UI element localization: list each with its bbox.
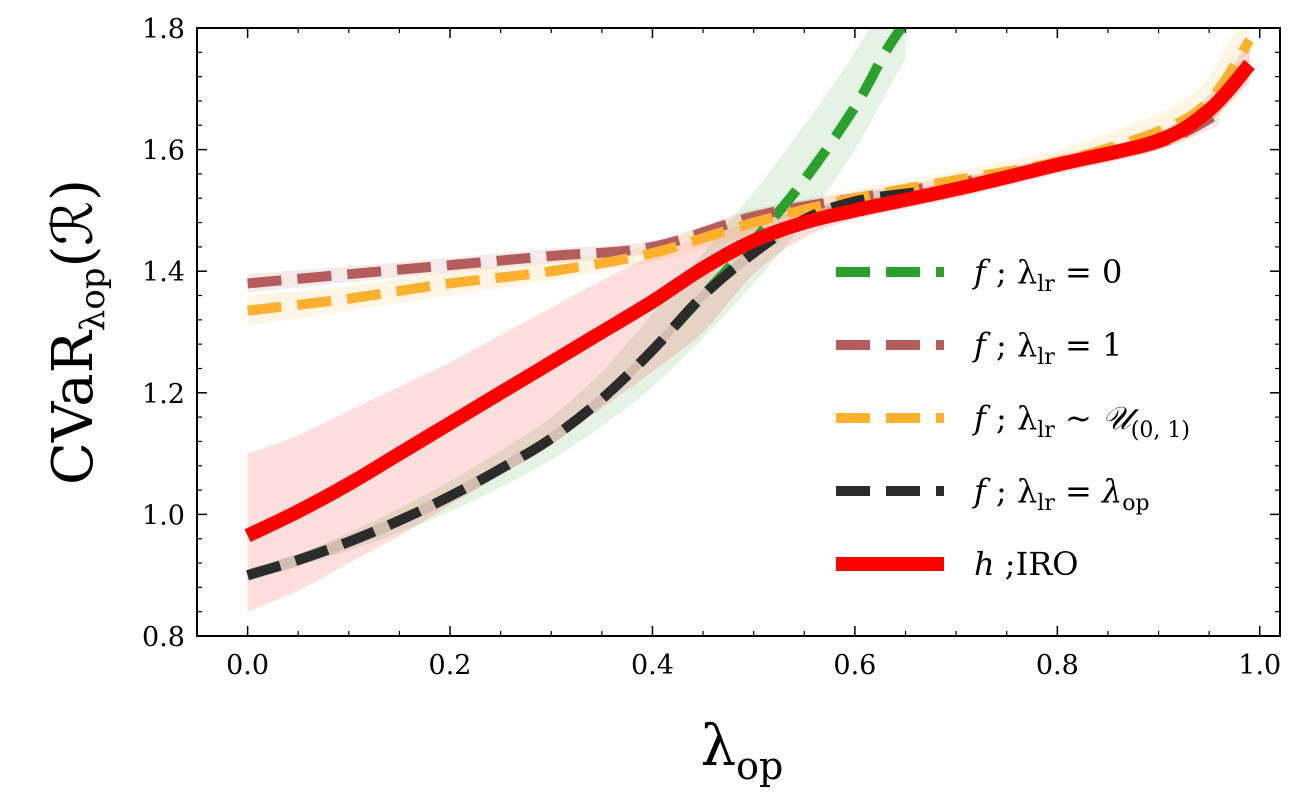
y-tick-label: 1.6 [142, 136, 185, 167]
x-tick-label: 1.0 [1238, 650, 1281, 681]
line-series-1 [247, 108, 1222, 289]
band-series-1 [247, 101, 1220, 293]
y-tick-label: 0.8 [142, 622, 185, 653]
y-tick-label: 1.4 [142, 257, 185, 288]
axis-ticks [196, 27, 1280, 637]
legend: f ; λlr = 0 f ; λlr = 1 f ; λlr ~ 𝒰(0, 1) f… [836, 253, 1190, 583]
x-axis-label: λop [701, 714, 784, 788]
plot-frame [196, 27, 1281, 637]
legend-label-0: f ; λlr = 0 [972, 253, 1122, 297]
series-lines [244, 28, 1255, 580]
legend-label-1: f ; λlr = 1 [972, 326, 1122, 370]
y-tick-label: 1.2 [142, 379, 185, 410]
axis-tick-labels: 0.0 0.2 0.4 0.6 0.8 1.0 0.8 1.0 1.2 1.4 1.6 1.8 [142, 14, 1281, 681]
y-tick-label: 1.8 [142, 14, 185, 45]
legend-label-2: f ; λlr ~ 𝒰(0, 1) [972, 399, 1190, 443]
line-series-2 [247, 37, 1254, 316]
y-axis-label: CVaRλop(ℛ) [41, 179, 113, 485]
legend-label-4: h ;IRO [974, 545, 1079, 583]
x-tick-label: 0.8 [1036, 650, 1079, 681]
y-tick-label: 1.0 [142, 500, 185, 531]
legend-label-3: f ; λlr = λop [972, 472, 1150, 516]
band-series-0 [247, 28, 906, 582]
line-series-4 [244, 59, 1255, 542]
x-tick-label: 0.4 [631, 650, 674, 681]
x-tick-label: 0.0 [226, 650, 269, 681]
x-tick-label: 0.6 [833, 650, 876, 681]
x-tick-label: 0.2 [429, 650, 472, 681]
